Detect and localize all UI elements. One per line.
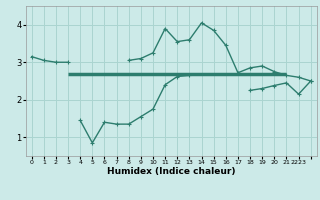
X-axis label: Humidex (Indice chaleur): Humidex (Indice chaleur) xyxy=(107,167,236,176)
